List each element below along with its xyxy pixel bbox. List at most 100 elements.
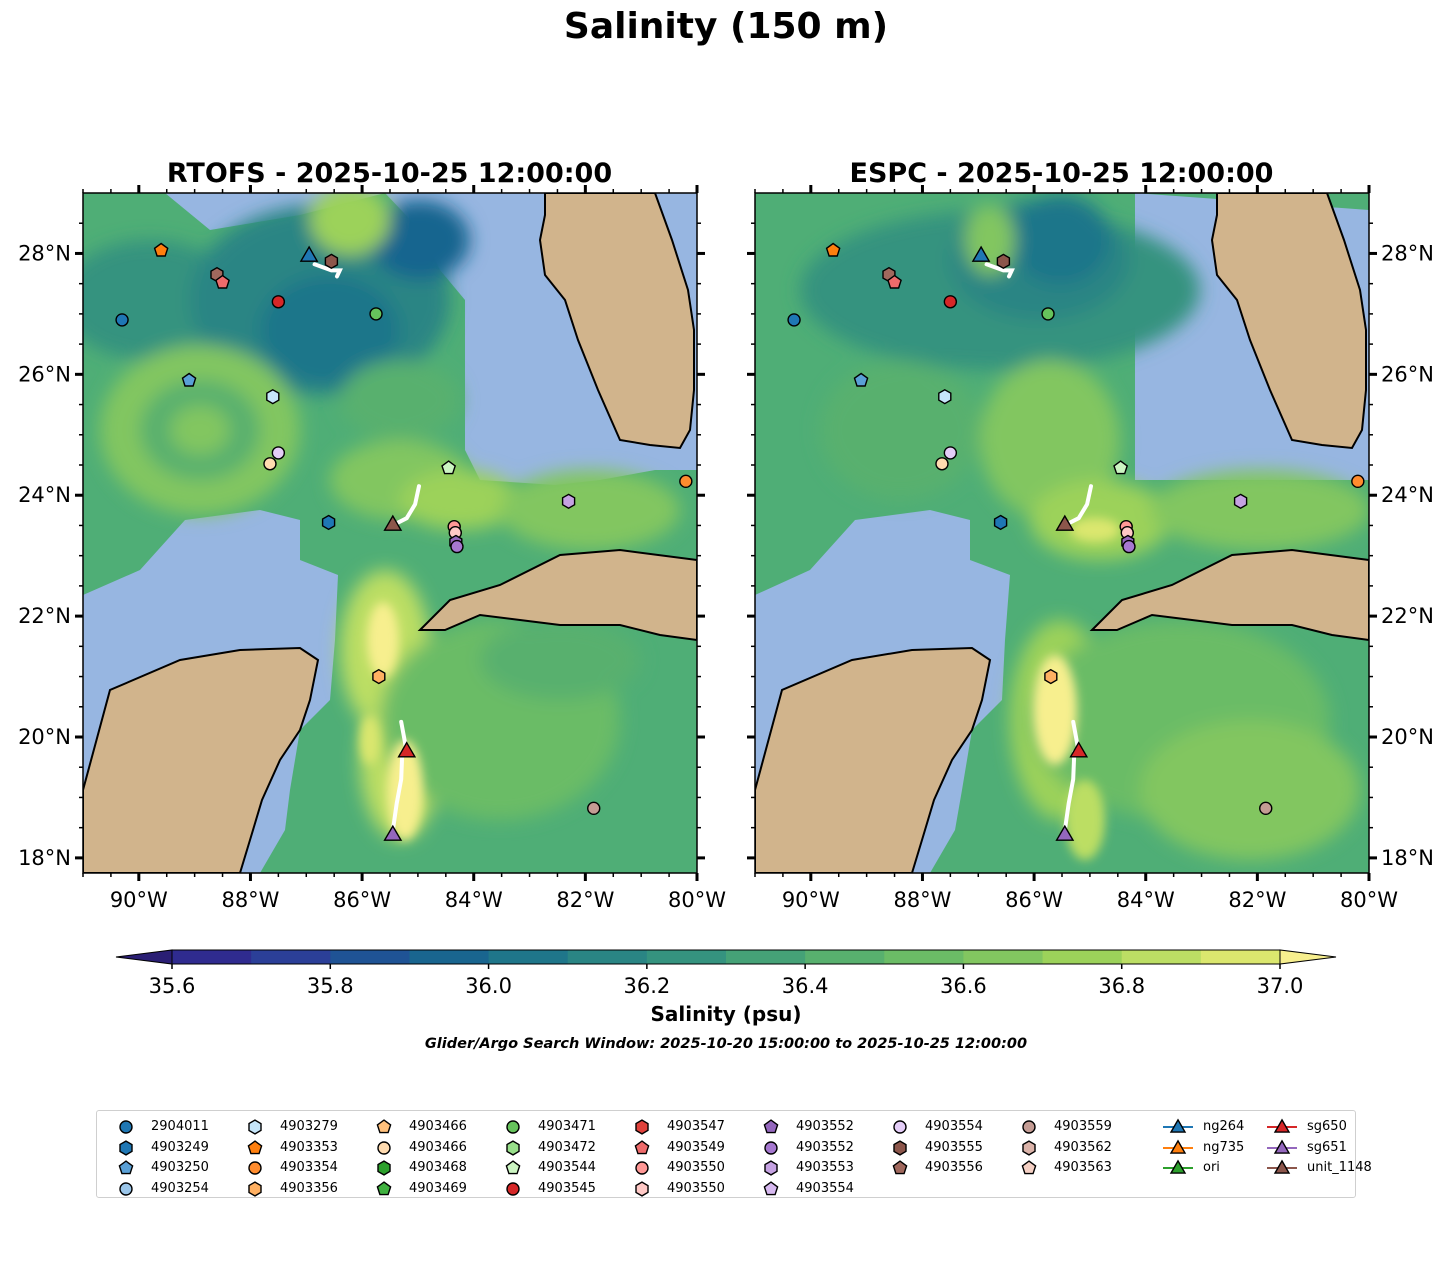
legend-marker — [506, 1120, 520, 1134]
argo-float-marker — [215, 274, 230, 289]
lon-tick-label: 86°W — [333, 888, 391, 912]
land — [83, 193, 697, 873]
lat-tick-label: 22°N — [1381, 604, 1434, 628]
legend-pentagon-icon — [505, 1160, 521, 1175]
legend-circle-icon — [506, 1120, 520, 1134]
lat-tick-label: 20°N — [1381, 725, 1434, 749]
salinity-field — [83, 193, 697, 873]
legend-pentagon-icon — [376, 1119, 392, 1134]
legend-marker — [1022, 1120, 1036, 1134]
colorbar-tick-label: 35.8 — [307, 974, 354, 998]
argo-float-marker — [441, 460, 457, 475]
legend-hexagon-icon — [119, 1139, 133, 1156]
colorbar-bin — [567, 950, 648, 964]
legend-label: 4903552 — [796, 1119, 854, 1134]
legend-label: 4903554 — [925, 1119, 983, 1134]
argo-float-marker — [369, 307, 383, 321]
left-panel-title: RTOFS - 2025-10-25 12:00:00 — [166, 158, 613, 189]
legend-label: 4903554 — [796, 1180, 854, 1196]
argo-float-marker — [1233, 493, 1248, 510]
lat-tick-label: 28°N — [18, 241, 71, 265]
colorbar-bin — [172, 950, 252, 964]
yucatan-land — [83, 646, 320, 873]
legend-pentagon-icon — [763, 1119, 779, 1134]
legend-label: 4903250 — [151, 1160, 209, 1175]
legend-marker — [764, 1140, 778, 1155]
legend-label: 4903254 — [151, 1180, 209, 1196]
legend-label: 4903562 — [1054, 1139, 1112, 1155]
lon-tick-label: 80°W — [1340, 888, 1398, 912]
legend-hexagon-icon — [764, 1160, 778, 1176]
legend-marker — [1267, 1138, 1297, 1154]
legend-marker — [1163, 1118, 1193, 1133]
legend-label: 4903545 — [538, 1180, 596, 1196]
glider-marker — [383, 824, 403, 841]
legend-marker — [634, 1139, 650, 1154]
rtofs-map — [83, 193, 697, 873]
argo-float-marker — [943, 295, 958, 309]
colorbar-tick-label: 36.0 — [465, 974, 512, 998]
cuba-land — [1089, 548, 1369, 642]
legend-marker — [1163, 1159, 1193, 1174]
colorbar-bin — [251, 950, 331, 964]
argo-float-marker — [1041, 307, 1055, 321]
legend-hexagon-icon — [635, 1180, 649, 1197]
argo-float-marker — [266, 388, 280, 405]
argo-float-marker — [115, 313, 129, 327]
legend-label: 2904011 — [151, 1119, 209, 1134]
colorbar-bin — [1200, 950, 1281, 964]
glider-marker — [299, 245, 319, 262]
argo-float-marker — [271, 446, 286, 460]
argo-float-marker — [938, 388, 952, 405]
legend-marker — [893, 1139, 907, 1156]
lon-tick-label: 90°W — [782, 888, 840, 912]
legend-marker — [764, 1160, 778, 1176]
florida-land — [1210, 193, 1367, 450]
legend-marker — [505, 1160, 521, 1175]
glider-track — [1060, 484, 1093, 529]
legend-pentagon-icon — [118, 1160, 134, 1175]
argo-float-marker — [943, 446, 958, 460]
legend-label: 4903552 — [796, 1139, 854, 1155]
glider-tracks — [984, 262, 1093, 833]
lat-tick-label: 26°N — [18, 362, 71, 386]
lon-tick-label: 82°W — [556, 888, 614, 912]
glider-marker — [1055, 514, 1075, 531]
legend-marker — [635, 1180, 649, 1197]
lon-tick-label: 84°W — [445, 888, 503, 912]
argo-float-marker — [887, 274, 902, 289]
argo-float-marker — [153, 242, 169, 257]
legend-pentagon-icon — [892, 1160, 908, 1175]
colorbar-bin — [805, 950, 885, 964]
lat-tick-label: 26°N — [1381, 362, 1434, 386]
lat-tick-label: 22°N — [18, 604, 71, 628]
espc-map — [755, 193, 1369, 873]
colorbar-bin — [409, 950, 490, 964]
legend-marker — [635, 1161, 649, 1175]
argo-float-marker — [853, 372, 869, 387]
legend-marker — [1022, 1139, 1036, 1156]
legend-marker — [1267, 1159, 1297, 1174]
legend-label: ori — [1203, 1160, 1220, 1175]
legend-label: 4903559 — [1054, 1119, 1112, 1134]
colorbar-extend-low — [115, 949, 173, 965]
colorbar: 35.6 35.8 36.0 36.2 36.4 36.6 36.8 37.0 — [115, 949, 1337, 998]
legend-label: 4903555 — [925, 1139, 983, 1155]
glider-marker — [397, 741, 417, 758]
lon-tick-label: 80°W — [668, 888, 726, 912]
legend-label: 4903469 — [409, 1180, 467, 1196]
glider-track — [984, 262, 1015, 279]
legend-label: 4903354 — [280, 1160, 338, 1175]
lat-tick-label: 24°N — [18, 483, 71, 507]
argo-float-marker — [321, 514, 336, 531]
legend-hexagon-icon — [248, 1180, 262, 1197]
colorbar-tick-label: 36.8 — [1098, 974, 1145, 998]
legend-marker — [248, 1161, 262, 1175]
legend-hexagon-icon — [506, 1139, 520, 1156]
argo-float-marker — [1351, 474, 1365, 489]
legend-marker — [118, 1160, 134, 1175]
lon-tick-label: 82°W — [1228, 888, 1286, 912]
argo-float-marker — [561, 493, 576, 510]
cuba-land — [417, 548, 697, 642]
legend-triangle-icon — [1273, 1138, 1291, 1154]
